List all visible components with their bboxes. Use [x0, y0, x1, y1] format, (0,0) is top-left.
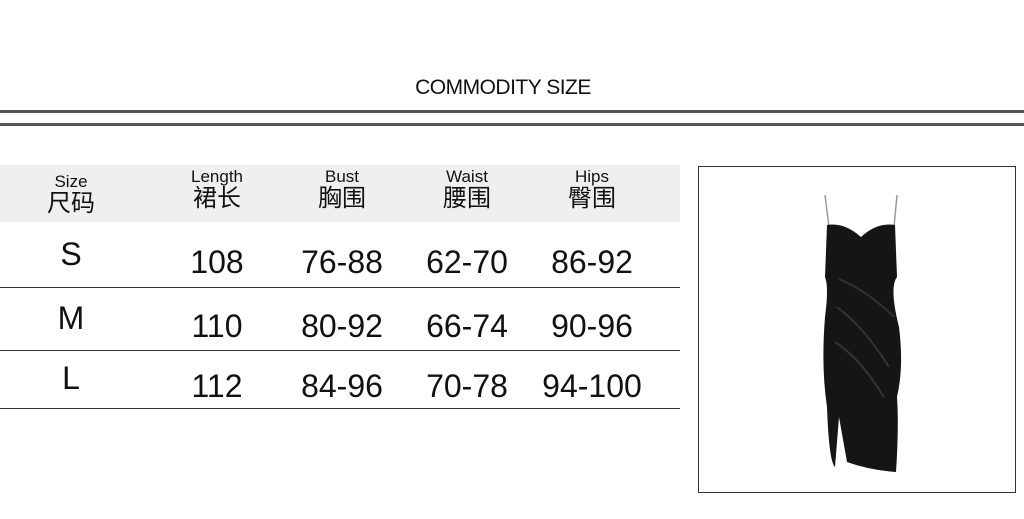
- divider: [0, 110, 1024, 113]
- header-en: Waist: [446, 167, 488, 186]
- header-cn: 臀围: [568, 185, 616, 212]
- table-cell: 66-74: [426, 308, 508, 344]
- column-header: Length 裙长: [157, 168, 277, 212]
- table-cell: 70-78: [426, 368, 508, 404]
- size-label: M: [57, 300, 85, 336]
- row-divider: [0, 408, 680, 409]
- table-cell: 90-96: [551, 308, 633, 344]
- header-en: Length: [191, 167, 243, 186]
- table-header: [0, 165, 680, 222]
- size-label: S: [60, 236, 82, 272]
- header-en: Bust: [324, 167, 360, 186]
- column-header: Waist 腰围: [407, 168, 527, 212]
- header-en: Size: [54, 172, 88, 191]
- table-cell: 108: [190, 244, 244, 280]
- size-label: L: [62, 360, 80, 396]
- column-header: Hips 臀围: [532, 168, 652, 212]
- table-cell: 94-100: [542, 368, 642, 404]
- header-cn: 腰围: [443, 185, 491, 212]
- product-image: [698, 166, 1016, 493]
- table-cell: 62-70: [426, 244, 508, 280]
- page-title: COMMODITY SIZE: [415, 76, 591, 99]
- table-cell: 80-92: [301, 308, 383, 344]
- header-en: Hips: [574, 167, 609, 186]
- header-cn: 尺码: [47, 190, 95, 217]
- header-cn: 裙长: [193, 185, 241, 212]
- column-header: Size 尺码: [11, 173, 131, 217]
- table-cell: 76-88: [301, 244, 383, 280]
- table-cell: 110: [191, 308, 243, 344]
- dress-icon: [823, 194, 902, 472]
- table-cell: 84-96: [301, 368, 383, 404]
- row-divider: [0, 287, 680, 288]
- divider: [0, 123, 1024, 126]
- table-cell: 112: [191, 368, 243, 404]
- header-cn: 胸围: [318, 185, 366, 212]
- row-divider: [0, 350, 680, 351]
- column-header: Bust 胸围: [282, 168, 402, 212]
- table-cell: 86-92: [551, 244, 633, 280]
